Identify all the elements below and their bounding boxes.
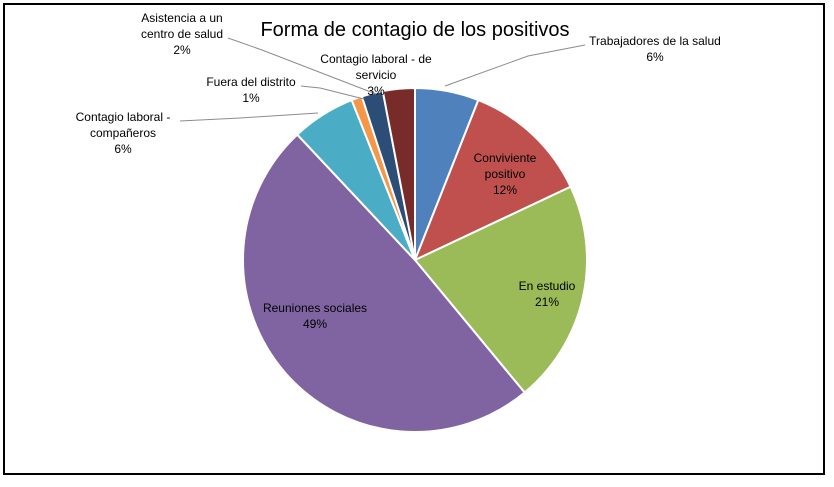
slice-label-reuniones-sociales: Reuniones sociales 49% [263, 301, 367, 331]
slice-en-estudio [413, 185, 588, 394]
slice-conviviente-positivo [413, 98, 572, 262]
slice-reuniones-sociales [241, 133, 527, 433]
leader-lines [179, 37, 586, 122]
chart-title: Forma de contagio de los positivos [260, 19, 569, 41]
leader-line-trabajadores-de-la-salud [444, 44, 586, 87]
leader-line-asistencia-a-un-centro-de-salud [227, 37, 377, 95]
slice-label-contagio-laboral-de-servicio: Contagio laboral - de servicio 3% [320, 52, 432, 98]
leader-line-contagio-laboral-companeros [179, 112, 319, 122]
slice-labels: Trabajadores de la salud 6% Conviviente pos… [76, 11, 721, 331]
slice-label-fuera-del-distrito: Fuera del distrito 1% [206, 75, 296, 105]
pie-slices [241, 86, 588, 433]
slice-label-contagio-laboral-companeros: Contagio laboral -compañeros 6% [76, 110, 171, 156]
slice-label-en-estudio: En estudio 21% [519, 279, 576, 309]
slice-contagio-laboral-de-servicio [381, 86, 416, 261]
slice-label-conviviente-positivo: Conviviente positivo 12% [474, 151, 537, 197]
slice-label-trabajadores-de-la-salud: Trabajadores de la salud 6% [589, 34, 721, 64]
slice-label-asistencia-a-un-centro-de-salud: Asistencia a un centro de salud 2% [141, 11, 223, 57]
leader-line-fuera-del-distrito [300, 85, 365, 100]
